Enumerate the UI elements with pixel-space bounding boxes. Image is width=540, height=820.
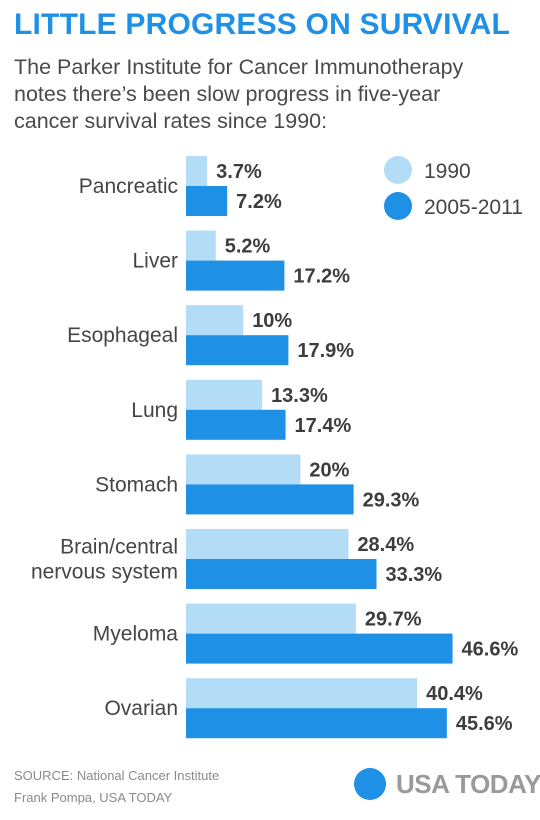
value-label-pancreatic-2005-2011: 7.2% xyxy=(236,191,282,213)
subtitle-line-2: notes there’s been slow progress in five… xyxy=(14,82,441,106)
usa-today-dot-icon xyxy=(354,768,386,800)
category-label-pancreatic: Pancreatic xyxy=(79,175,178,198)
chart-subtitle: The Parker Institute for Cancer Immunoth… xyxy=(14,54,534,135)
value-label-stomach-1990: 20% xyxy=(309,459,349,481)
value-label-brain-central-nervous-system-1990: 28.4% xyxy=(357,534,414,556)
category-label-myeloma: Myeloma xyxy=(93,623,179,646)
value-label-ovarian-2005-2011: 45.6% xyxy=(456,713,513,735)
category-label-line: Pancreatic xyxy=(79,175,178,198)
usa-today-logo: USA TODAY xyxy=(354,765,540,803)
bar-brain-central-nervous-system-2005-2011 xyxy=(186,559,377,589)
category-label-stomach: Stomach xyxy=(95,473,178,496)
bar-brain-central-nervous-system-1990 xyxy=(186,529,349,559)
category-label-line: Stomach xyxy=(95,473,178,496)
bar-lung-2005-2011 xyxy=(186,409,286,440)
category-label-liver: Liver xyxy=(132,250,178,273)
legend-label-1990: 1990 xyxy=(424,160,471,183)
value-label-liver-1990: 5.2% xyxy=(225,236,271,258)
bar-ovarian-2005-2011 xyxy=(186,708,447,739)
category-label-line: Esophageal xyxy=(67,324,178,347)
subtitle-line-1: The Parker Institute for Cancer Immunoth… xyxy=(14,55,464,79)
credit-line: Frank Pompa, USA TODAY xyxy=(14,790,173,805)
bar-liver-1990 xyxy=(186,230,216,261)
category-label-line: Liver xyxy=(132,250,178,273)
bar-esophageal-2005-2011 xyxy=(186,335,289,366)
value-label-myeloma-1990: 29.7% xyxy=(365,609,422,631)
category-label-lung: Lung xyxy=(131,399,178,422)
value-label-esophageal-1990: 10% xyxy=(252,310,292,332)
legend-swatch-2005-2011 xyxy=(384,192,412,220)
category-label-line: nervous system xyxy=(31,561,178,584)
bar-myeloma-1990 xyxy=(186,603,356,634)
value-label-stomach-2005-2011: 29.3% xyxy=(363,489,420,511)
legend-swatch-1990 xyxy=(384,156,412,184)
category-label-ovarian: Ovarian xyxy=(104,697,178,720)
bar-ovarian-1990 xyxy=(186,678,418,709)
value-label-liver-2005-2011: 17.2% xyxy=(293,266,350,288)
category-label-brain-central-nervous-system: Brain/central nervous system xyxy=(31,536,178,584)
value-label-ovarian-1990: 40.4% xyxy=(426,683,483,705)
bar-lung-1990 xyxy=(186,379,263,410)
value-label-lung-2005-2011: 17.4% xyxy=(295,415,352,437)
bar-pancreatic-2005-2011 xyxy=(186,186,228,216)
brand-wordmark: USA TODAY xyxy=(396,768,540,799)
value-label-myeloma-2005-2011: 46.6% xyxy=(462,639,519,661)
value-label-lung-1990: 13.3% xyxy=(271,385,328,407)
subtitle-line-3: cancer survival rates since 1990: xyxy=(14,109,328,133)
bar-liver-2005-2011 xyxy=(186,260,285,291)
source-credit: SOURCE: National Cancer Institute Frank … xyxy=(14,765,219,809)
bar-stomach-2005-2011 xyxy=(186,484,354,515)
value-label-pancreatic-1990: 3.7% xyxy=(216,161,262,183)
legend-label-2005-2011: 2005-2011 xyxy=(424,196,523,219)
bar-myeloma-2005-2011 xyxy=(186,633,453,664)
category-label-line: Ovarian xyxy=(104,697,178,720)
value-label-esophageal-2005-2011: 17.9% xyxy=(297,340,354,362)
bar-stomach-1990 xyxy=(186,454,301,485)
bar-pancreatic-1990 xyxy=(186,156,208,186)
category-label-line: Lung xyxy=(131,399,178,422)
chart-title: LITTLE PROGRESS ON SURVIVAL xyxy=(14,8,511,41)
category-label-line: Brain/central xyxy=(60,536,178,559)
bar-esophageal-1990 xyxy=(186,305,244,336)
value-label-brain-central-nervous-system-2005-2011: 33.3% xyxy=(385,564,442,586)
category-label-esophageal: Esophageal xyxy=(67,324,178,347)
category-label-line: Myeloma xyxy=(93,623,179,646)
source-line: SOURCE: National Cancer Institute xyxy=(14,768,220,783)
